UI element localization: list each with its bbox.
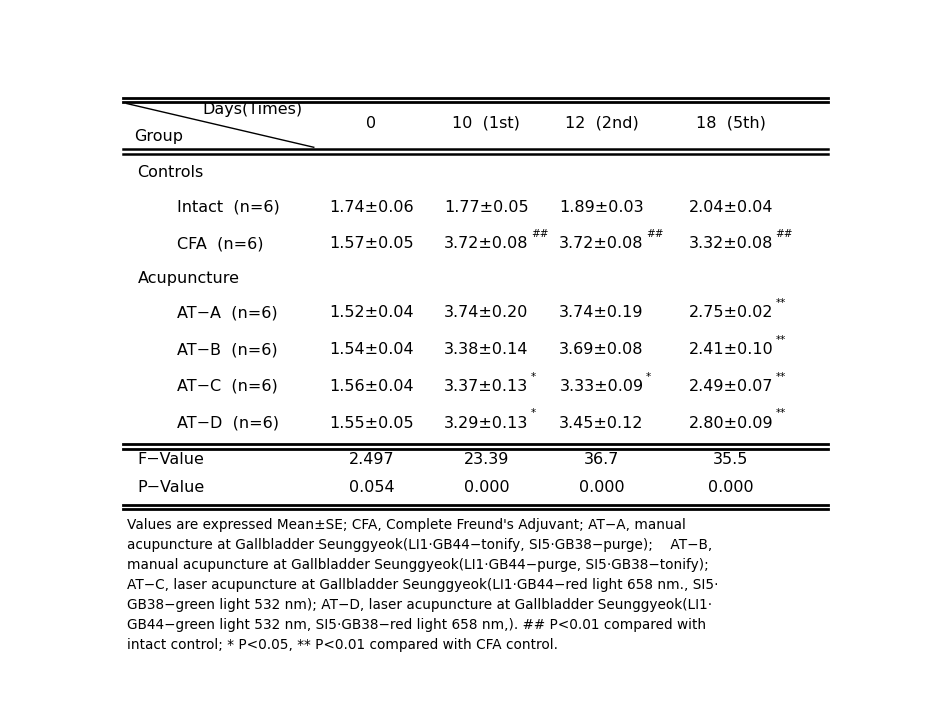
Text: 1.52±0.04: 1.52±0.04 (329, 306, 413, 320)
Text: ##: ## (645, 229, 663, 239)
Text: *: * (530, 372, 535, 381)
Text: 3.72±0.08: 3.72±0.08 (444, 236, 528, 252)
Text: 2.80±0.09: 2.80±0.09 (688, 416, 772, 430)
Text: **: ** (774, 298, 785, 308)
Text: 3.32±0.08: 3.32±0.08 (688, 236, 772, 252)
Text: Group: Group (133, 129, 183, 144)
Text: 2.04±0.04: 2.04±0.04 (688, 200, 772, 215)
Text: 0: 0 (366, 116, 376, 131)
Text: 0.000: 0.000 (707, 479, 753, 495)
Text: F−Value: F−Value (137, 451, 204, 467)
Text: Days(Times): Days(Times) (202, 102, 302, 117)
Text: AT−C  (n=6): AT−C (n=6) (177, 379, 277, 394)
Text: AT−D  (n=6): AT−D (n=6) (177, 416, 279, 430)
Text: 0.054: 0.054 (349, 479, 394, 495)
Text: 1.89±0.03: 1.89±0.03 (559, 200, 643, 215)
Text: ##: ## (774, 229, 792, 239)
Text: 3.37±0.13: 3.37±0.13 (444, 379, 528, 394)
Text: 2.41±0.10: 2.41±0.10 (688, 342, 772, 358)
Text: 3.69±0.08: 3.69±0.08 (559, 342, 643, 358)
Text: 1.54±0.04: 1.54±0.04 (329, 342, 413, 358)
Text: **: ** (775, 409, 785, 418)
Text: 3.38±0.14: 3.38±0.14 (444, 342, 528, 358)
Text: 3.45±0.12: 3.45±0.12 (559, 416, 643, 430)
Text: 0.000: 0.000 (464, 479, 509, 495)
Text: ##: ## (530, 229, 548, 239)
Text: 12  (2nd): 12 (2nd) (564, 116, 638, 131)
Text: 2.75±0.02: 2.75±0.02 (688, 306, 772, 320)
Text: 2.497: 2.497 (349, 451, 394, 467)
Text: 1.56±0.04: 1.56±0.04 (329, 379, 413, 394)
Text: 35.5: 35.5 (713, 451, 748, 467)
Text: 1.74±0.06: 1.74±0.06 (329, 200, 413, 215)
Text: 3.74±0.19: 3.74±0.19 (559, 306, 643, 320)
Text: CFA  (n=6): CFA (n=6) (177, 236, 263, 252)
Text: 2.49±0.07: 2.49±0.07 (688, 379, 772, 394)
Text: 18  (5th): 18 (5th) (695, 116, 765, 131)
Text: 3.74±0.20: 3.74±0.20 (444, 306, 528, 320)
Text: 23.39: 23.39 (464, 451, 509, 467)
Text: AT−B  (n=6): AT−B (n=6) (177, 342, 277, 358)
Text: AT−A  (n=6): AT−A (n=6) (177, 306, 277, 320)
Text: 10  (1st): 10 (1st) (452, 116, 520, 131)
Text: **: ** (774, 372, 785, 381)
Text: P−Value: P−Value (137, 479, 205, 495)
Text: 1.55±0.05: 1.55±0.05 (329, 416, 413, 430)
Text: 1.77±0.05: 1.77±0.05 (444, 200, 528, 215)
Text: 0.000: 0.000 (578, 479, 624, 495)
Text: **: ** (775, 335, 785, 345)
Text: 1.57±0.05: 1.57±0.05 (329, 236, 413, 252)
Text: Controls: Controls (137, 165, 204, 180)
Text: 36.7: 36.7 (583, 451, 618, 467)
Text: Values are expressed Mean±SE; CFA, Complete Freund's Adjuvant; AT−A, manual
acup: Values are expressed Mean±SE; CFA, Compl… (127, 517, 717, 652)
Text: *: * (530, 409, 535, 418)
Text: Intact  (n=6): Intact (n=6) (177, 200, 280, 215)
Text: Acupuncture: Acupuncture (137, 271, 239, 286)
Text: 3.29±0.13: 3.29±0.13 (444, 416, 528, 430)
Text: *: * (645, 372, 650, 381)
Text: 3.33±0.09: 3.33±0.09 (559, 379, 642, 394)
Text: 3.72±0.08: 3.72±0.08 (559, 236, 643, 252)
